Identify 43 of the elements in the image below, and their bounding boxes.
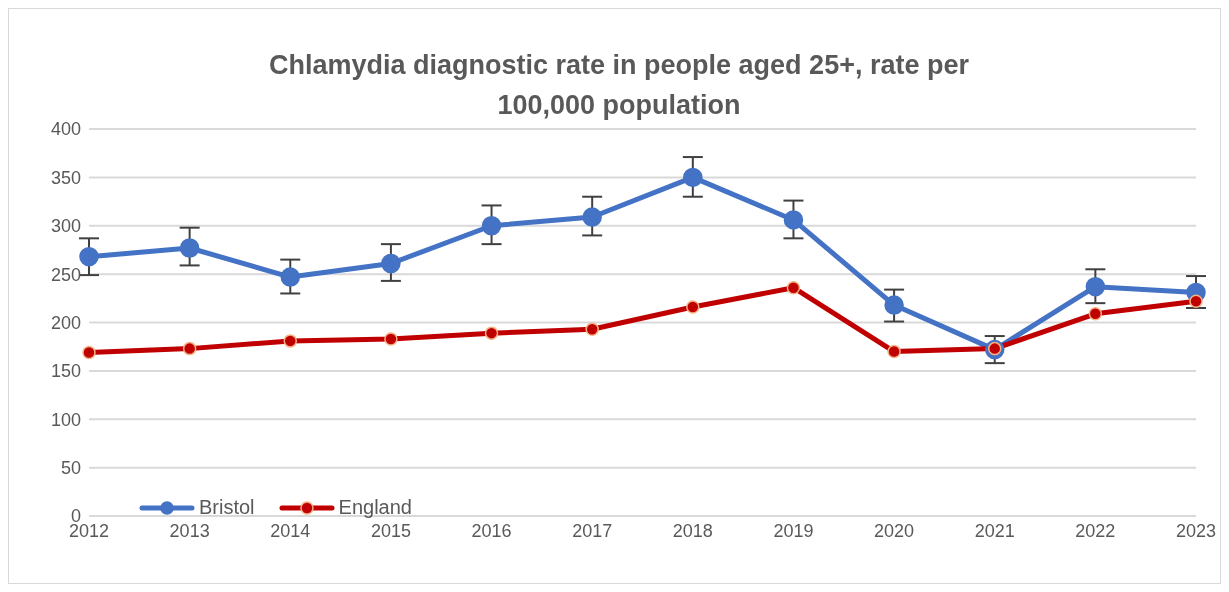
point [283,334,298,348]
x-tick-label: 2019 [773,520,814,541]
point [179,238,200,258]
x-tick-label: 2023 [1175,520,1217,541]
point [481,216,502,236]
x-tick-label: 2014 [270,520,311,541]
point [585,322,599,337]
point [783,210,804,230]
chart-title: Chlamydia diagnostic rate in people aged 25+, rate per 100,000 population [269,49,969,122]
point [484,326,499,340]
point [884,295,904,315]
y-tick-label: 250 [50,264,81,285]
x-tick-label: 2022 [1075,520,1116,541]
x-tick-label: 2017 [572,520,613,541]
y-tick-label: 200 [50,312,81,333]
point [79,246,99,267]
point [582,207,602,227]
y-tick-label: 300 [50,216,81,237]
point [1085,276,1106,297]
legend-label: Bristol [199,496,255,519]
y-tick-label: 50 [60,458,81,479]
legend-label: England [338,496,412,519]
point [381,253,401,274]
y-tick-label: 100 [50,409,81,430]
point [384,332,398,346]
point [182,341,197,356]
x-tick-label: 2013 [169,520,210,541]
point [1189,294,1203,308]
x-tick-label: 2020 [874,520,915,541]
point [887,344,901,359]
y-tick-label: 400 [50,119,81,140]
x-tick-label: 2018 [672,520,713,541]
point [683,167,703,188]
x-tick-label: 2021 [974,520,1015,541]
point [786,280,801,295]
point [1088,307,1103,321]
y-tick-label: 350 [50,167,81,188]
x-tick-label: 2015 [370,520,411,541]
x-tick-label: 2016 [471,520,512,541]
point [82,345,96,360]
point [686,300,700,314]
y-tick-label: 150 [50,361,81,382]
point [280,267,301,287]
